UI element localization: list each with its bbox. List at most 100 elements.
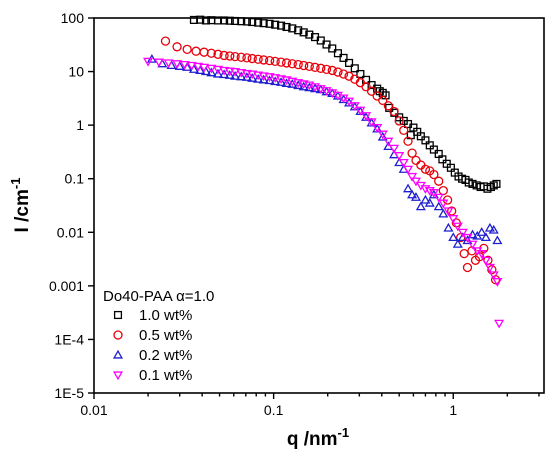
data-point: [281, 76, 292, 86]
x-axis-title-main: q /nm: [287, 429, 338, 450]
series-1: [189, 15, 501, 193]
data-point: [429, 145, 438, 154]
data-point: [438, 155, 447, 164]
data-point: [225, 16, 234, 25]
data-point: [421, 136, 430, 145]
data-point: [199, 63, 210, 73]
data-point: [160, 36, 171, 46]
data-point: [420, 194, 431, 204]
data-point: [253, 73, 264, 83]
data-point: [394, 116, 404, 126]
data-point: [288, 24, 297, 33]
series-layer: [143, 15, 505, 329]
data-point: [287, 59, 297, 69]
data-point: [206, 67, 217, 77]
data-point: [356, 69, 365, 79]
data-point: [225, 51, 235, 61]
data-point: [345, 58, 354, 67]
data-point: [248, 18, 257, 27]
data-point: [438, 199, 449, 209]
data-point: [372, 124, 383, 133]
data-point: [381, 91, 390, 100]
data-point: [294, 26, 303, 35]
data-point: [253, 71, 264, 81]
data-point: [488, 224, 499, 234]
data-point: [457, 228, 468, 238]
data-point: [230, 67, 241, 77]
legend-entry: 1.0 wt%: [113, 307, 192, 324]
data-point: [276, 77, 287, 86]
data-point: [264, 73, 275, 82]
data-point: [424, 197, 435, 207]
data-point: [219, 50, 229, 61]
data-point: [467, 240, 478, 250]
data-point: [276, 57, 286, 67]
data-point: [206, 48, 216, 58]
data-point: [355, 106, 366, 116]
legend-marker: [112, 371, 124, 381]
data-point: [304, 82, 315, 92]
data-point: [429, 169, 439, 180]
data-point: [433, 193, 444, 203]
data-point: [378, 95, 388, 106]
data-point: [219, 66, 230, 76]
data-point: [462, 235, 473, 245]
data-point: [298, 80, 309, 90]
legend-label: 0.2 wt%: [139, 347, 192, 364]
data-point: [321, 64, 332, 75]
data-point: [411, 155, 421, 166]
data-point: [172, 60, 183, 69]
data-point: [394, 152, 405, 161]
data-point: [258, 72, 269, 82]
data-point: [492, 179, 501, 188]
data-point: [254, 18, 263, 27]
data-point: [196, 15, 205, 24]
data-point: [247, 73, 258, 82]
x-axis-title-sup: -1: [338, 425, 350, 440]
data-point: [438, 208, 449, 218]
data-point: [438, 185, 448, 196]
data-point: [299, 28, 308, 37]
data-point: [459, 248, 469, 259]
data-point: [258, 74, 269, 84]
legend-entry: 0.1 wt%: [112, 367, 192, 384]
data-point: [344, 97, 355, 107]
data-point: [448, 215, 459, 224]
data-point: [487, 265, 497, 275]
data-point: [236, 71, 247, 81]
data-point: [377, 130, 388, 140]
data-point: [293, 80, 304, 90]
data-point: [163, 59, 174, 69]
data-point: [377, 131, 388, 141]
data-point: [282, 22, 291, 32]
data-point: [383, 137, 394, 147]
data-point: [361, 82, 371, 92]
legend-label: 0.5 wt%: [139, 327, 192, 344]
data-point: [462, 262, 473, 273]
y-axis-ticks: 100 10 1 0.1 0.01 0.001 1E-4 1E-5: [49, 10, 94, 401]
data-point: [305, 30, 314, 39]
data-point: [476, 227, 487, 236]
data-point: [259, 19, 268, 28]
data-point: [237, 17, 246, 26]
data-point: [298, 81, 309, 91]
data-point: [388, 144, 400, 154]
legend-marker: [112, 349, 124, 359]
data-point: [182, 44, 192, 54]
plot-frame: [93, 17, 545, 394]
data-point: [339, 53, 348, 62]
data-point: [242, 17, 251, 26]
x-axis-title: q /nm-1: [287, 425, 349, 450]
legend-marker: [113, 330, 123, 340]
axes: [93, 17, 545, 394]
data-point: [402, 165, 414, 175]
data-point: [213, 49, 223, 59]
data-point: [366, 86, 377, 96]
data-point: [276, 75, 287, 85]
series-4: [143, 57, 505, 329]
data-point: [372, 91, 382, 101]
data-point: [270, 76, 281, 86]
data-point: [443, 207, 454, 217]
data-point: [277, 21, 286, 30]
data-point: [241, 72, 252, 81]
